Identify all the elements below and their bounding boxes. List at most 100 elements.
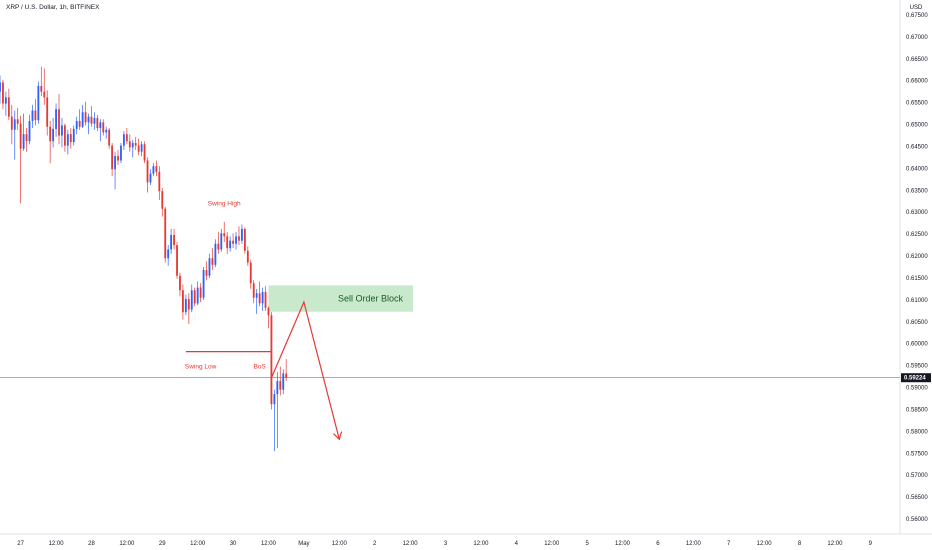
y-tick-label: 0.59500 (906, 364, 928, 370)
candle-body (208, 258, 211, 276)
candle-body (152, 166, 155, 174)
y-tick-label: 0.64500 (906, 144, 928, 150)
candle-body (34, 110, 37, 121)
candle-body (61, 125, 63, 136)
candle-body (16, 119, 19, 124)
candle-body (241, 228, 243, 241)
x-tick-label: 7 (727, 541, 731, 547)
candle-body (238, 236, 240, 241)
candle-body (105, 129, 108, 133)
candle-body (102, 122, 105, 133)
candle-body (202, 270, 205, 298)
candle-body (0, 82, 1, 92)
candle-body (10, 116, 13, 130)
y-tick-label: 0.61000 (906, 298, 928, 304)
candle-body (267, 307, 270, 316)
x-tick-label: 2 (373, 541, 377, 547)
candle-body (81, 112, 84, 127)
price-axis[interactable]: 0.67500 0.67000 0.66500 0.66000 0.65500 0.650… (906, 13, 928, 523)
candle-body (220, 233, 223, 250)
candle-body (31, 110, 34, 122)
candle-body (205, 270, 208, 276)
y-tick-label: 0.66000 (906, 79, 928, 85)
candle-body (72, 128, 75, 143)
candle-body (137, 145, 140, 152)
candle-body (249, 262, 252, 284)
annotations[interactable]: Swing High Swing Low BoS (185, 201, 343, 441)
sell-order-block-label: Sell Order Block (338, 294, 404, 304)
candle-body (217, 243, 220, 250)
candle-body (90, 116, 93, 124)
projection-arrow[interactable] (270, 300, 340, 440)
candle-body (246, 250, 249, 263)
x-tick-label: 4 (515, 541, 519, 547)
candle-body (120, 145, 122, 161)
x-tick-label: 12:00 (757, 541, 773, 547)
bos-label: BoS (253, 363, 266, 370)
candle-body (63, 125, 66, 146)
candle-body (40, 85, 43, 92)
candle-body (114, 156, 116, 170)
candle-body (276, 380, 279, 395)
currency-label: USD (910, 5, 923, 11)
x-tick-label: 12:00 (544, 541, 560, 547)
candle-body (270, 315, 273, 405)
candle-body (179, 275, 181, 291)
candle-body (19, 123, 22, 149)
candle-body (93, 117, 96, 124)
candle-body (258, 293, 261, 304)
candle-body (143, 144, 146, 161)
y-tick-label: 0.65000 (906, 123, 928, 129)
candle-body (55, 109, 57, 129)
swing-high-label: Swing High (208, 201, 241, 208)
candle-body (78, 121, 81, 127)
x-tick-label: 9 (869, 541, 873, 547)
sell-order-block-rect[interactable] (268, 285, 414, 312)
candle-body (13, 119, 16, 130)
time-axis[interactable]: 27 12:00 28 12:00 29 12:00 30 12:00 May 12:00 2 12:… (17, 541, 872, 547)
candle-body (69, 134, 72, 143)
y-tick-label: 0.57000 (906, 473, 928, 479)
candle-body (235, 236, 237, 244)
candle-body (176, 245, 178, 276)
x-tick-label: 30 (230, 541, 237, 547)
candle-body (52, 128, 55, 142)
candle-body (28, 121, 31, 142)
x-tick-label: 28 (88, 541, 95, 547)
y-tick-label: 0.67500 (906, 13, 928, 19)
candle-body (223, 233, 226, 237)
y-tick-label: 0.56500 (906, 495, 928, 501)
candle-body (264, 291, 267, 308)
current-price-tag: 0.59224 (901, 373, 931, 383)
y-tick-label: 0.56000 (906, 517, 928, 523)
candle-body (87, 116, 90, 123)
y-tick-label: 0.62500 (906, 232, 928, 238)
candle-body (146, 160, 149, 183)
current-price-tag-box (901, 373, 931, 383)
candle-body (128, 141, 131, 148)
x-tick-label: 27 (17, 541, 24, 547)
candle-body (170, 235, 173, 250)
x-tick-label: 12:00 (332, 541, 348, 547)
candle-body (37, 85, 40, 121)
x-tick-label: 12:00 (261, 541, 277, 547)
y-tick-label: 0.61500 (906, 276, 928, 282)
candle-body (58, 109, 60, 136)
x-tick-label: 3 (444, 541, 448, 547)
y-tick-label: 0.58000 (906, 429, 928, 435)
candle-body (149, 173, 152, 183)
candle-body (164, 208, 167, 259)
y-tick-label: 0.64000 (906, 166, 928, 172)
candle-body (4, 97, 7, 104)
candle-body (117, 156, 119, 161)
candle-body (261, 291, 264, 304)
candle-body (184, 298, 187, 313)
candle-body (99, 122, 102, 129)
x-tick-label: 12:00 (827, 541, 843, 547)
candle-body (243, 228, 246, 251)
y-tick-label: 0.59000 (906, 386, 928, 392)
candle-body (255, 293, 258, 298)
candle-body (279, 380, 282, 390)
candle-body (155, 166, 158, 172)
sell-order-block-zone[interactable]: Sell Order Block (268, 285, 414, 312)
